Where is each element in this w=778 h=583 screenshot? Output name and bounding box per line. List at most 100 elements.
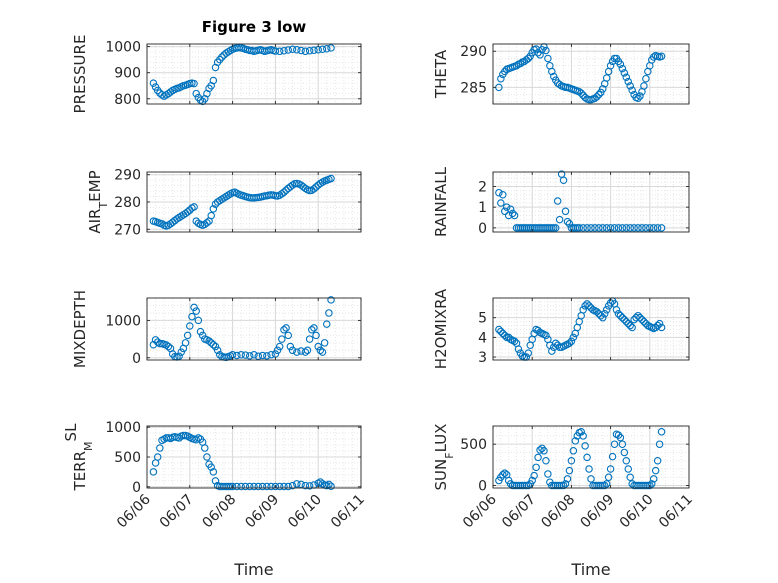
y-tick-label: 0 xyxy=(478,221,487,237)
data-point xyxy=(616,60,625,68)
data-point xyxy=(583,453,591,462)
data-point xyxy=(186,322,194,330)
y-tick-label: 3 xyxy=(478,350,487,366)
data-point xyxy=(263,482,271,491)
data-point xyxy=(203,218,211,227)
data-point xyxy=(190,79,198,88)
data-point xyxy=(587,475,595,483)
data-point xyxy=(301,348,310,356)
data-point xyxy=(508,209,517,218)
data-point xyxy=(622,224,631,232)
y-tick-label: 1000 xyxy=(105,40,141,56)
data-series xyxy=(495,43,666,104)
data-point xyxy=(501,469,509,477)
data-point xyxy=(624,465,632,473)
data-point xyxy=(207,463,215,471)
data-point xyxy=(497,74,505,83)
data-point xyxy=(288,481,297,490)
data-point xyxy=(301,481,310,490)
data-point xyxy=(524,54,533,63)
y-tick-label: 5 xyxy=(478,311,487,327)
data-point xyxy=(599,224,607,232)
data-point xyxy=(551,339,560,348)
data-point xyxy=(542,331,550,340)
data-point xyxy=(308,325,316,334)
data-point xyxy=(284,482,292,491)
data-point xyxy=(618,224,627,232)
data-point xyxy=(303,346,312,355)
data-point xyxy=(209,205,218,213)
data-point xyxy=(593,93,601,101)
data-point xyxy=(310,46,318,55)
data-point xyxy=(630,224,638,232)
data-point xyxy=(610,224,619,232)
data-point xyxy=(502,333,511,342)
data-point xyxy=(288,45,297,53)
data-point xyxy=(636,313,644,322)
data-point xyxy=(211,342,220,351)
y-tick-label: 290 xyxy=(460,44,487,60)
data-point xyxy=(327,482,335,490)
tick-marks xyxy=(492,426,690,488)
y-axis-label: SUNFLUX xyxy=(432,424,456,491)
data-point xyxy=(512,61,521,70)
tick-marks xyxy=(492,298,690,360)
data-point xyxy=(203,453,211,461)
data-point xyxy=(542,46,550,55)
data-point xyxy=(583,300,591,308)
data-point xyxy=(600,481,609,490)
data-point xyxy=(506,205,515,213)
data-point xyxy=(325,309,333,317)
data-point xyxy=(207,339,215,347)
data-point xyxy=(198,331,207,340)
data-point xyxy=(602,224,611,232)
data-point xyxy=(271,482,280,491)
data-point xyxy=(559,481,568,490)
data-point xyxy=(612,306,621,314)
data-point xyxy=(323,44,331,53)
data-point xyxy=(638,224,646,232)
x-axis-label: Time xyxy=(233,560,273,579)
data-point xyxy=(284,46,292,54)
data-point xyxy=(599,85,607,93)
data-point xyxy=(323,320,331,328)
data-point xyxy=(258,351,267,360)
y-axis-label: PRESSURE xyxy=(71,35,89,114)
data-point xyxy=(301,47,310,56)
data-point xyxy=(216,351,224,359)
data-point xyxy=(327,44,335,52)
data-point xyxy=(516,59,525,68)
data-point xyxy=(567,456,576,465)
data-point xyxy=(526,52,534,61)
axes-box xyxy=(492,425,690,489)
y-tick-label: 800 xyxy=(114,92,141,108)
axes-box xyxy=(492,297,690,361)
data-point xyxy=(495,188,503,197)
data-point xyxy=(628,86,636,95)
data-point xyxy=(267,482,275,491)
y-tick-label: 0 xyxy=(478,479,487,495)
tick-marks xyxy=(146,172,362,232)
data-point xyxy=(250,482,258,491)
axes-box xyxy=(492,171,690,233)
data-point xyxy=(608,452,617,461)
data-point xyxy=(233,482,241,491)
data-point xyxy=(622,317,631,326)
data-point xyxy=(310,324,318,332)
data-point xyxy=(559,176,568,185)
data-series xyxy=(495,428,666,490)
data-point xyxy=(587,224,595,232)
data-point xyxy=(177,348,185,356)
data-point xyxy=(497,327,505,336)
data-point xyxy=(593,308,601,316)
data-point xyxy=(653,456,662,465)
tick-marks xyxy=(146,44,362,104)
data-point xyxy=(595,224,603,232)
data-point xyxy=(618,64,627,73)
data-point xyxy=(653,224,662,232)
tick-marks xyxy=(492,172,690,232)
data-point xyxy=(600,309,609,318)
data-point xyxy=(657,224,666,232)
data-series xyxy=(495,297,666,361)
data-point xyxy=(571,437,580,445)
